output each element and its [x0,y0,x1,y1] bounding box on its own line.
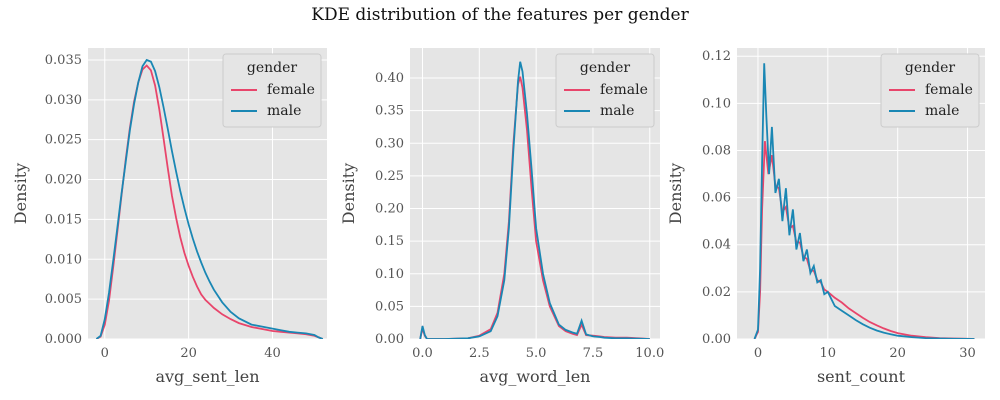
legend-title: gender [905,60,956,76]
x-tick-label: 10.0 [635,346,664,361]
x-tick-label: 20 [889,346,906,361]
y-tick-label: 0.04 [702,238,731,253]
legend-box [555,53,655,128]
y-tick-label: 0.015 [45,212,82,227]
y-tick-label: 0.20 [375,202,404,217]
y-tick-label: 0.35 [375,104,404,119]
y-tick-label: 0.00 [375,332,404,347]
legend-box [222,53,322,128]
y-tick-label: 0.030 [45,93,82,108]
y-tick-label: 0.08 [702,143,731,158]
x-tick-label: 0 [101,346,109,361]
y-tick-label: 0.035 [45,53,82,68]
x-tick-label: 10 [820,346,837,361]
y-tick-label: 0.05 [375,299,404,314]
x-tick-label: 0.0 [412,346,433,361]
series-line-male [95,58,324,339]
legend-title: gender [247,60,298,76]
y-axis-label: Density [666,163,685,224]
x-axis-label: sent_count [817,367,906,386]
x-tick-label: 2.5 [469,346,490,361]
y-tick-label: 0.010 [45,252,82,267]
y-tick-label: 0.02 [702,285,731,300]
y-tick-label: 0.30 [375,136,404,151]
legend-entry-female: female [925,82,973,98]
x-axis-label: avg_word_len [480,367,591,386]
legend-entry-male: male [925,103,959,119]
y-tick-label: 0.000 [45,332,82,347]
y-tick-label: 0.020 [45,173,82,188]
y-tick-label: 0.40 [375,71,404,86]
legend-entry-male: male [600,103,634,119]
y-tick-label: 0.00 [702,332,731,347]
x-tick-label: 0 [754,346,762,361]
panel-avg-word-len: 0.00 0.05 0.10 0.15 0.20 0.25 0.30 0.35 0.40 0.0 2… [339,48,664,386]
legend-entry-male: male [267,103,301,119]
legend-title: gender [580,60,631,76]
y-tick-label: 0.25 [375,169,404,184]
legend-entry-female: female [267,82,315,98]
y-axis-label: Density [339,163,358,224]
y-tick-label: 0.005 [45,292,82,307]
x-tick-label: 40 [264,346,281,361]
y-tick-label: 0.06 [702,191,731,206]
panel-sent-count: 0.00 0.02 0.04 0.06 0.08 0.10 0.12 0 10 20 30 sent_… [666,48,985,386]
x-tick-label: 30 [959,346,976,361]
y-tick-label: 0.10 [702,96,731,111]
y-tick-label: 0.15 [375,234,404,249]
x-tick-label: 20 [180,346,197,361]
legend-box [880,53,980,128]
legend-entry-female: female [600,82,648,98]
panel-avg-sent-len: 0.000 0.005 0.010 0.015 0.020 0.025 0.030 0.035… [11,48,327,386]
x-tick-label: 7.5 [583,346,604,361]
y-axis-label: Density [11,163,30,224]
figure-title: KDE distribution of the features per gen… [311,5,689,25]
series-line-male [753,63,975,339]
series-line-male [419,61,650,339]
x-tick-label: 5.0 [526,346,547,361]
y-tick-label: 0.12 [702,49,731,64]
y-tick-label: 0.10 [375,267,404,282]
x-axis-label: avg_sent_len [155,367,259,386]
y-tick-label: 0.025 [45,133,82,148]
